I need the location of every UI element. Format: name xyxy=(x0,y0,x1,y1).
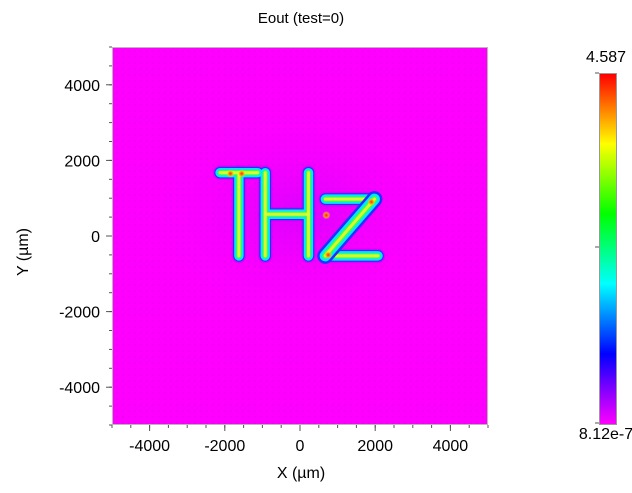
letter-center-z-bottom xyxy=(323,254,380,258)
colorbar-ticks xyxy=(595,72,599,424)
hotspot-3 xyxy=(367,197,376,206)
y-tick-label: -2000 xyxy=(59,305,100,322)
x-tick-label: -4000 xyxy=(129,438,170,455)
y-tick-label: 0 xyxy=(91,229,100,246)
letter-center-z-diagonal xyxy=(323,197,376,258)
x-axis-label: X (µm) xyxy=(276,465,326,482)
y-tick-label: 2000 xyxy=(64,153,100,170)
chart-title: Eout (test=0) xyxy=(257,10,345,27)
hotspot-0 xyxy=(226,169,235,178)
letter-center-H-cross xyxy=(263,212,310,216)
y-tick-label: 4000 xyxy=(64,78,100,95)
hotspot-1 xyxy=(237,169,246,178)
letter-center-z-top xyxy=(323,197,376,201)
letter-center-T-stem xyxy=(237,171,241,258)
x-tick-label: -2000 xyxy=(204,438,245,455)
x-tick-label: 0 xyxy=(296,438,305,455)
x-tick-label: 4000 xyxy=(433,438,469,455)
colorbar-min-label: 8.12e-7 xyxy=(578,426,632,443)
plot-frame xyxy=(112,47,488,425)
y-tick-label: -4000 xyxy=(59,380,100,397)
hotspot-2 xyxy=(322,211,331,220)
hotspot-4 xyxy=(324,250,333,259)
colorbar xyxy=(599,73,617,425)
colorbar-max-label: 4.587 xyxy=(585,49,627,66)
x-tick-label: 2000 xyxy=(357,438,393,455)
